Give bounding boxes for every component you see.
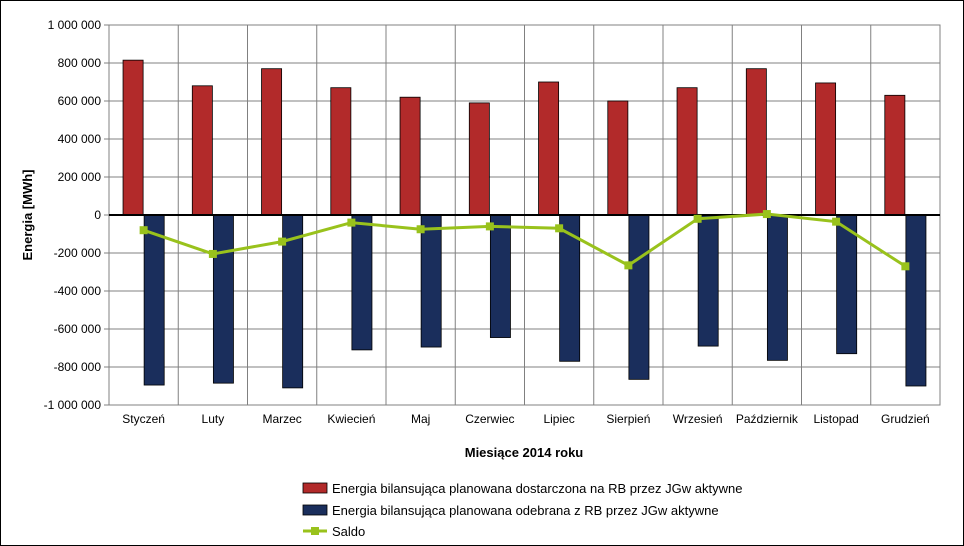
- bar-received: [143, 214, 165, 386]
- bar-received: [489, 214, 511, 338]
- x-tick-label: Październik: [736, 412, 799, 426]
- x-tick-label: Styczeń: [122, 412, 165, 426]
- y-tick-labels: 1 000 000 800 000 600 000 400 000 200 000 0 -2…: [44, 18, 102, 412]
- legend-label-supplied: Energia bilansująca planowana dostarczon…: [332, 481, 742, 496]
- saldo-point: [693, 214, 702, 223]
- y-tick-label: 1 000 000: [48, 18, 102, 32]
- x-tick-label: Grudzień: [881, 412, 930, 426]
- bar-supplied: [122, 59, 144, 216]
- bar-received: [420, 214, 442, 348]
- x-tick-label: Lipiec: [543, 412, 574, 426]
- bar-received: [212, 214, 234, 384]
- saldo-point: [139, 226, 148, 235]
- saldo-point: [555, 224, 564, 233]
- y-tick-label: 600 000: [58, 94, 102, 108]
- saldo-point: [762, 210, 771, 219]
- bar-supplied: [468, 102, 490, 216]
- bar-supplied: [191, 85, 213, 216]
- legend: Energia bilansująca planowana dostarczon…: [302, 481, 742, 539]
- x-tick-label: Listopad: [813, 412, 858, 426]
- legend-marker-saldo: [311, 527, 319, 535]
- x-tick-label: Maj: [411, 412, 430, 426]
- bar-supplied: [884, 94, 906, 216]
- saldo-line: [143, 212, 907, 268]
- saldo-point: [832, 217, 841, 226]
- saldo-point: [347, 218, 356, 227]
- saldo-point: [416, 225, 425, 234]
- y-tick-label: 0: [94, 208, 101, 222]
- bar-received: [836, 214, 858, 355]
- y-tick-label: -1 000 000: [44, 398, 102, 412]
- y-tick-label: -400 000: [54, 284, 102, 298]
- y-tick-label: 400 000: [58, 132, 102, 146]
- bar-supplied: [330, 87, 352, 216]
- bar-supplied: [399, 96, 421, 216]
- saldo-point: [624, 261, 633, 270]
- x-axis-title: Miesiące 2014 roku: [465, 445, 584, 460]
- legend-swatch-received: [302, 504, 328, 516]
- x-tick-labels: Styczeń Luty Marzec Kwiecień Maj Czerwiec Lipi…: [122, 412, 929, 426]
- y-tick-label: 200 000: [58, 170, 102, 184]
- bar-received: [628, 214, 650, 380]
- x-tick-label: Wrzesień: [673, 412, 723, 426]
- bar-supplied: [261, 68, 283, 216]
- x-tick-label: Luty: [202, 412, 225, 426]
- legend-label-received: Energia bilansująca planowana odebrana z…: [332, 503, 719, 518]
- saldo-point: [208, 249, 217, 258]
- legend-swatch-supplied: [302, 482, 328, 494]
- bar-received: [697, 214, 719, 347]
- x-tick-label: Marzec: [262, 412, 301, 426]
- y-tick-label: -600 000: [54, 322, 102, 336]
- saldo-point: [278, 237, 287, 246]
- bar-supplied: [607, 100, 629, 216]
- x-tick-label: Kwiecień: [327, 412, 375, 426]
- y-tick-label: -200 000: [54, 246, 102, 260]
- bars-group: [122, 59, 927, 389]
- bar-supplied: [815, 82, 837, 216]
- x-tick-label: Sierpień: [606, 412, 650, 426]
- saldo-line-group: [139, 210, 910, 271]
- bar-supplied: [745, 68, 767, 216]
- legend-label-saldo: Saldo: [332, 524, 365, 539]
- bar-supplied: [538, 81, 560, 216]
- bar-received: [905, 214, 927, 387]
- bar-supplied: [676, 87, 698, 216]
- y-tick-label: 800 000: [58, 56, 102, 70]
- saldo-point: [901, 262, 910, 271]
- bar-received: [766, 214, 788, 361]
- saldo-point: [485, 222, 494, 231]
- bar-received: [351, 214, 373, 351]
- y-axis-title: Energia [MWh]: [20, 170, 35, 261]
- x-tick-label: Czerwiec: [465, 412, 514, 426]
- y-tick-label: -800 000: [54, 360, 102, 374]
